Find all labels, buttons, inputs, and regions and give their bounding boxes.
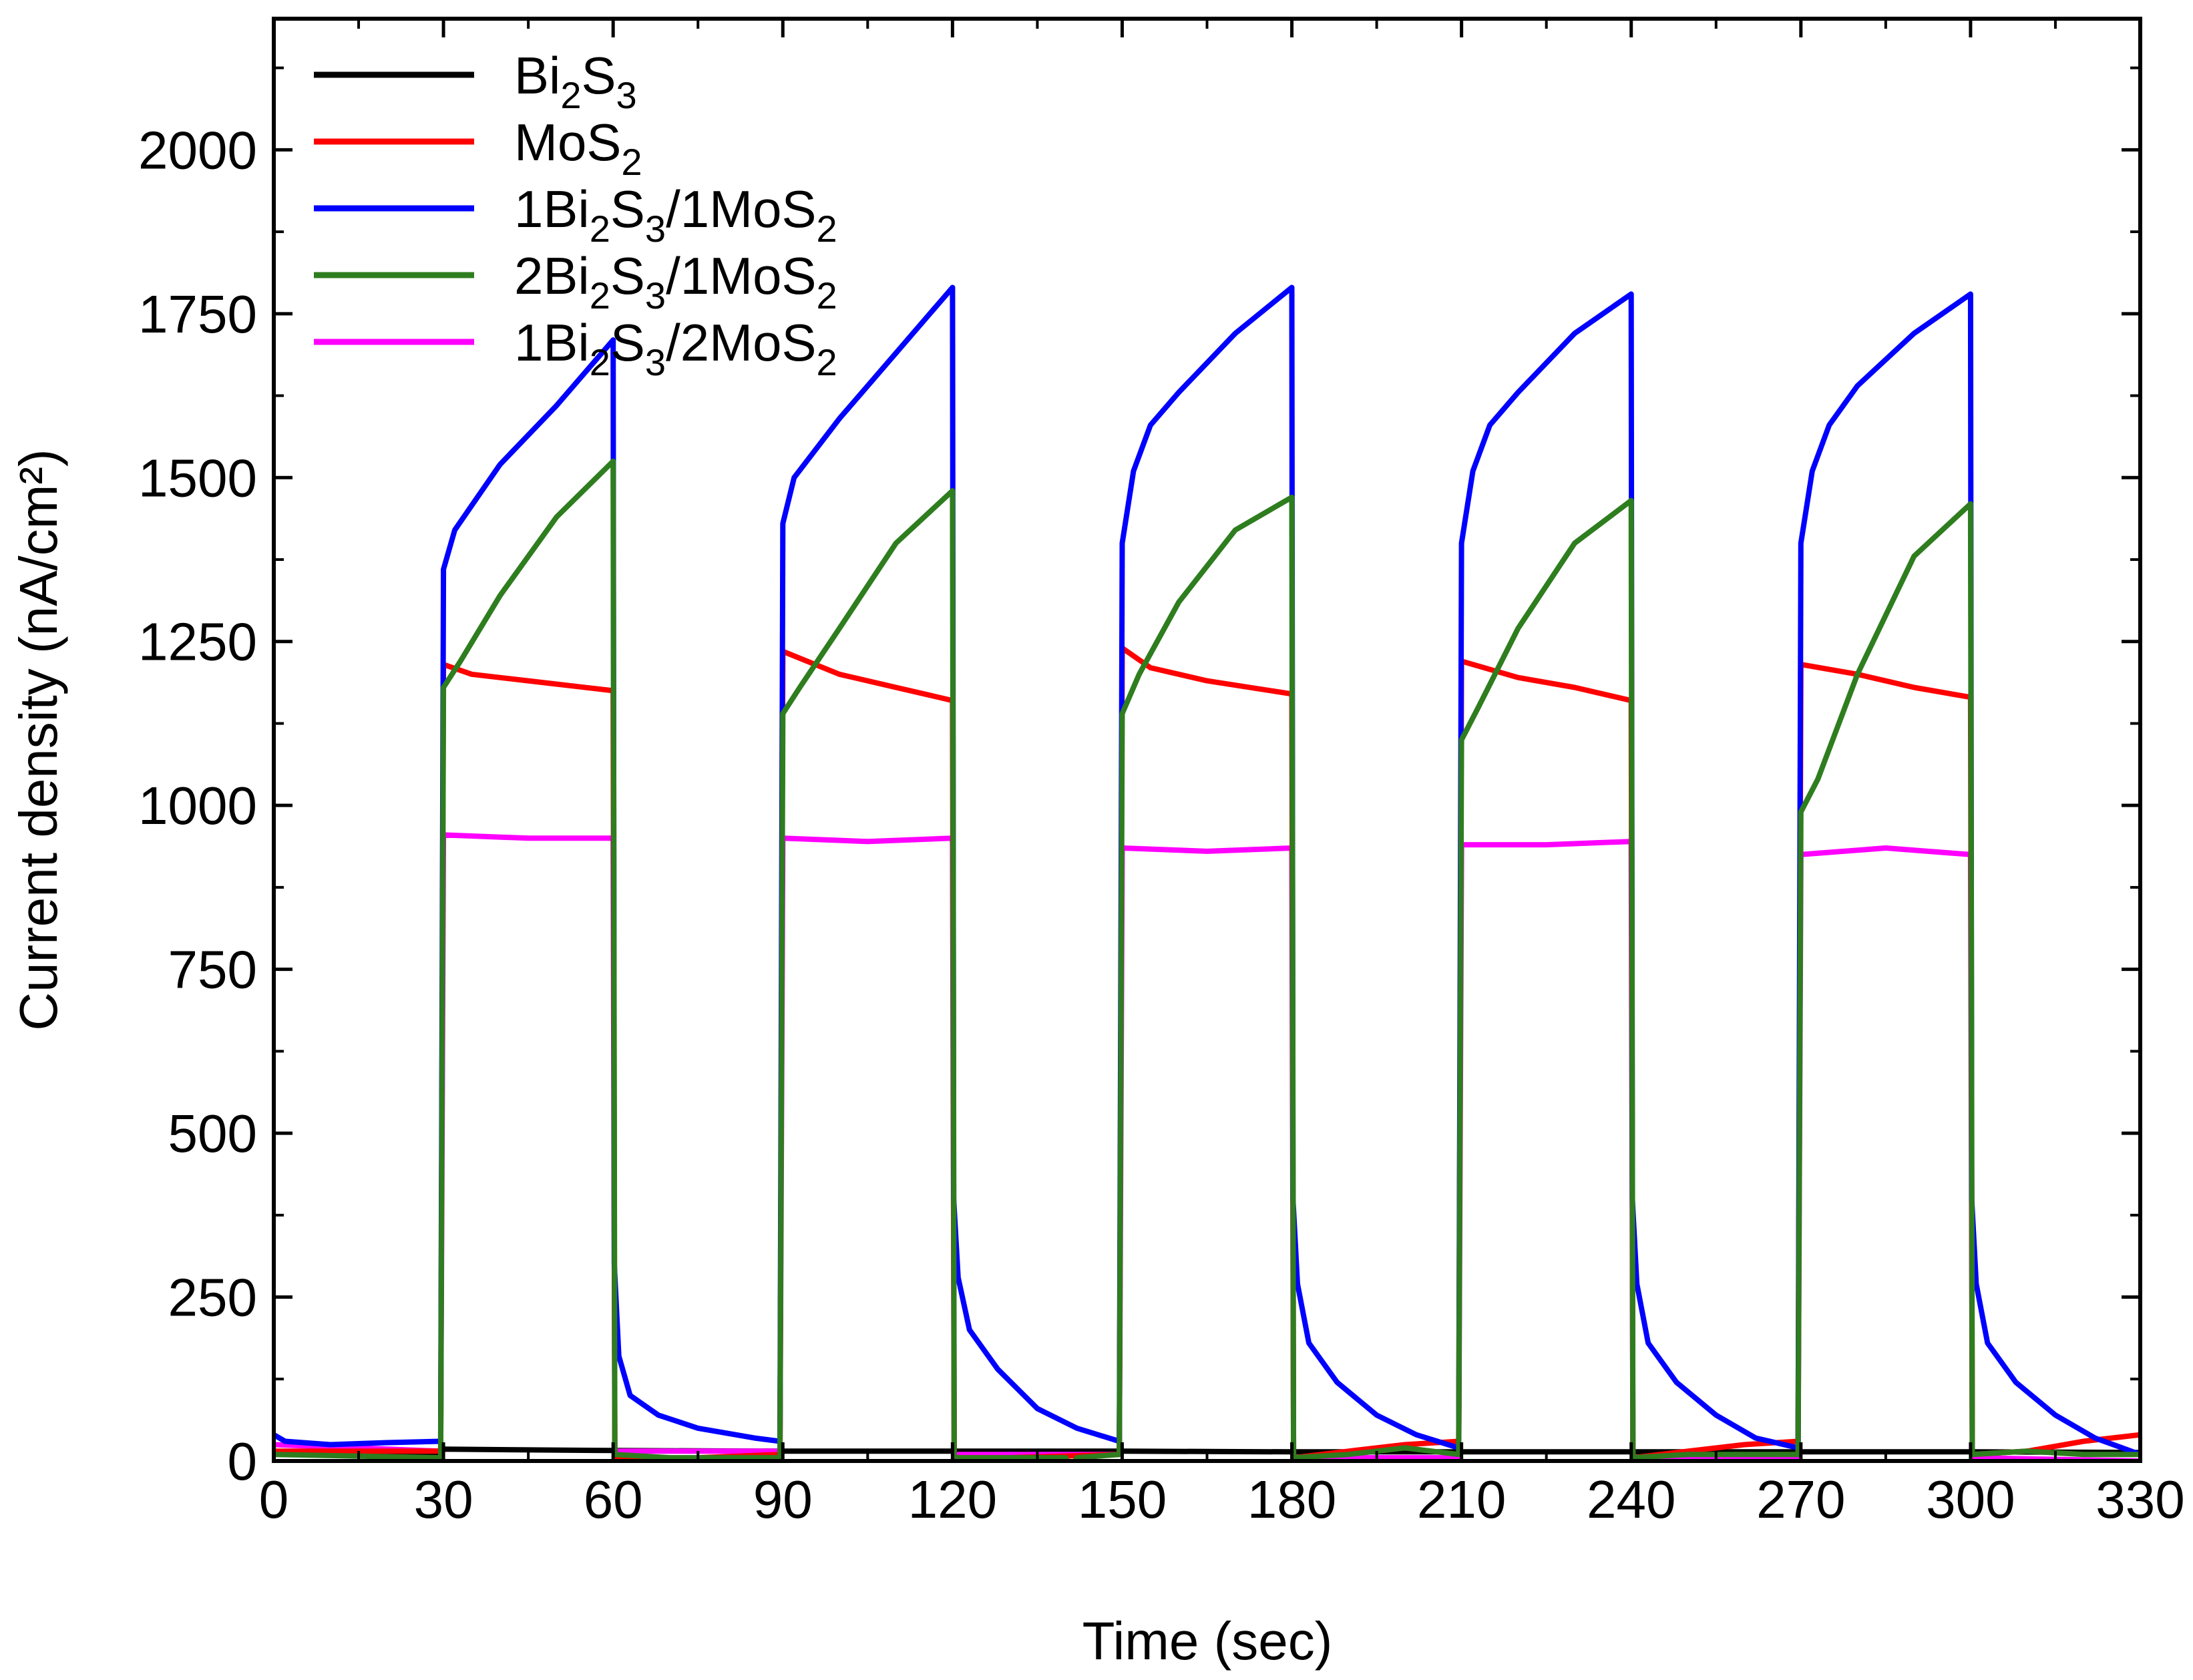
legend-label: Bi2S3 (514, 46, 637, 116)
series-line-4 (274, 832, 2140, 1461)
x-tick-label: 330 (2096, 1470, 2184, 1529)
y-tick-label: 1750 (138, 284, 257, 344)
series-layer (274, 284, 2140, 1461)
legend-label: 1Bi2S3/1MoS2 (514, 180, 837, 250)
x-tick-label: 30 (414, 1470, 473, 1529)
x-tick-label: 120 (908, 1470, 997, 1529)
x-tick-label: 300 (1926, 1470, 2015, 1529)
y-tick-label: 1000 (138, 776, 257, 835)
x-tick-label: 240 (1587, 1470, 1675, 1529)
y-tick-label: 750 (168, 940, 257, 1000)
y-tick-label: 500 (168, 1104, 257, 1163)
y-tick-label: 1250 (138, 612, 257, 672)
x-tick-label: 180 (1247, 1470, 1336, 1529)
series-line-1 (274, 645, 2140, 1461)
tick-layer: 0 30 60 90 120 150 180 210 240 270 300 330 0 250 500 75… (138, 19, 2185, 1529)
legend-label: 1Bi2S3/2MoS2 (514, 313, 837, 383)
y-tick-label: 2000 (138, 120, 257, 180)
x-tick-label: 60 (584, 1470, 643, 1529)
legend-label: 2Bi2S3/1MoS2 (514, 246, 837, 317)
legend-label: MoS2 (514, 113, 642, 183)
y-tick-label: 250 (168, 1268, 257, 1327)
series-line-3 (274, 458, 2140, 1461)
legend: Bi2S3MoS21Bi2S3/1MoS22Bi2S3/1MoS21Bi2S3/… (314, 46, 837, 383)
y-axis-title: Current density (nA/cm²) (9, 449, 68, 1030)
x-tick-label: 150 (1078, 1470, 1167, 1529)
y-tick-label: 0 (228, 1432, 258, 1491)
x-tick-label: 270 (1756, 1470, 1845, 1529)
x-tick-label: 210 (1417, 1470, 1506, 1529)
series-line-2 (274, 284, 2140, 1457)
y-tick-label: 1500 (138, 448, 257, 507)
x-tick-label: 0 (259, 1470, 289, 1529)
x-tick-label: 90 (753, 1470, 813, 1529)
x-axis-title: Time (sec) (1082, 1611, 1333, 1671)
